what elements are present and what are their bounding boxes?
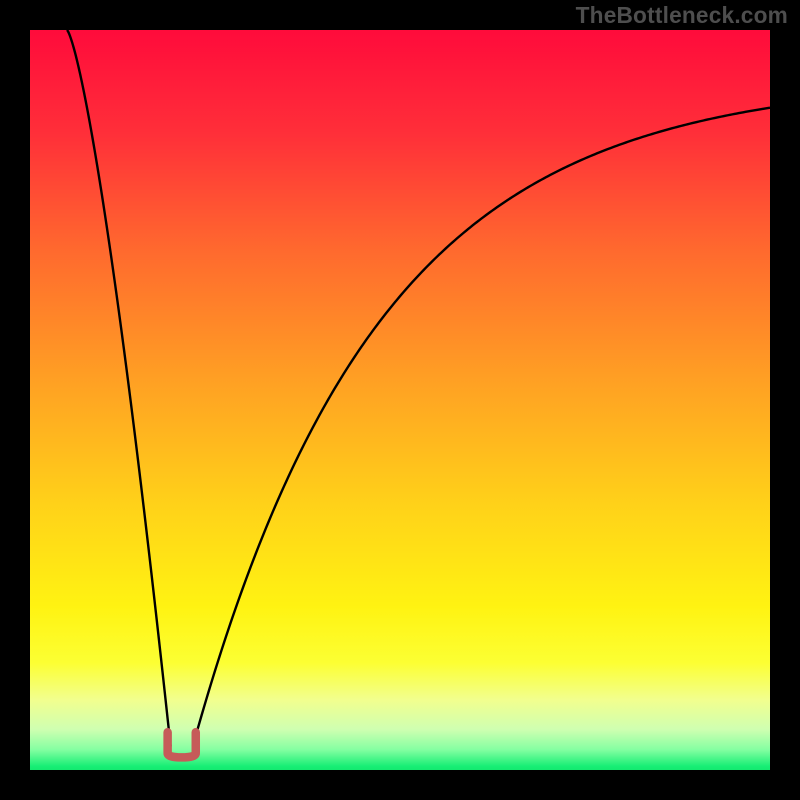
chart-svg — [0, 0, 800, 800]
chart-stage: TheBottleneck.com — [0, 0, 800, 800]
plot-gradient-background — [30, 30, 770, 770]
watermark-text: TheBottleneck.com — [576, 2, 788, 29]
